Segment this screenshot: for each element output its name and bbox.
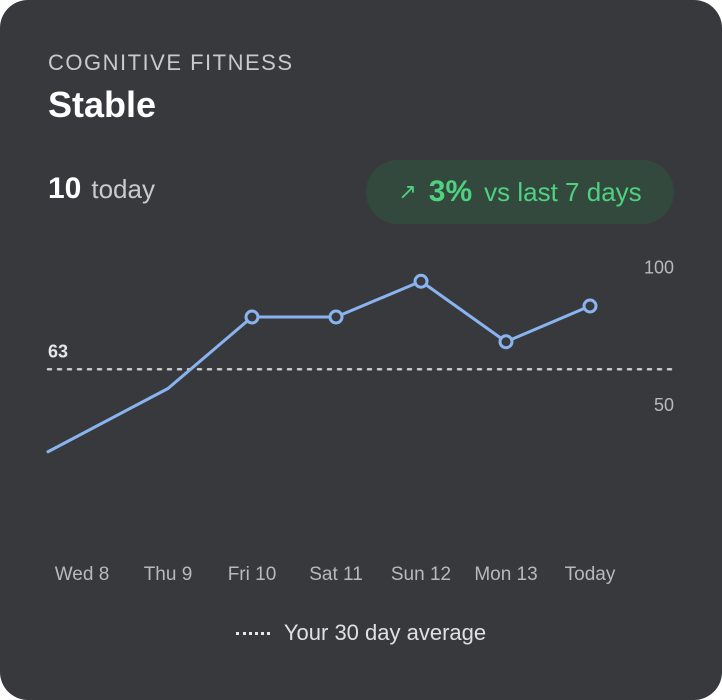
score-value: 10 (48, 172, 82, 205)
y-tick-label: 50 (654, 395, 674, 415)
data-point (244, 309, 260, 325)
series-line (46, 279, 592, 454)
average-value-label: 63 (48, 341, 68, 361)
x-tick-label: Fri 10 (228, 564, 277, 585)
change-comparison: vs last 7 days (484, 176, 642, 207)
x-tick-label: Wed 8 (55, 564, 110, 585)
arrow-up-right-icon: ↗ (398, 179, 417, 204)
data-point (498, 334, 514, 350)
legend-label: Your 30 day average (283, 620, 487, 645)
x-tick-label: Thu 9 (144, 564, 193, 585)
data-point (582, 298, 598, 314)
y-tick-label: 100 (644, 258, 674, 278)
card-eyebrow: COGNITIVE FITNESS (48, 50, 294, 75)
x-tick-label: Sat 11 (309, 564, 363, 585)
x-tick-label: Today (565, 564, 616, 585)
data-point (328, 309, 344, 325)
average-line-swatch (235, 631, 270, 635)
x-tick-label: Sun 12 (391, 564, 451, 585)
x-tick-label: Mon 13 (474, 564, 537, 585)
status-headline: Stable (48, 84, 157, 125)
score-unit: today (91, 174, 155, 204)
data-point (413, 273, 429, 289)
chart-legend: Your 30 day average (0, 620, 722, 646)
change-percent: 3% (428, 175, 473, 208)
today-score: 10 today (48, 172, 155, 206)
change-badge: ↗ 3% vs last 7 days (366, 160, 674, 224)
